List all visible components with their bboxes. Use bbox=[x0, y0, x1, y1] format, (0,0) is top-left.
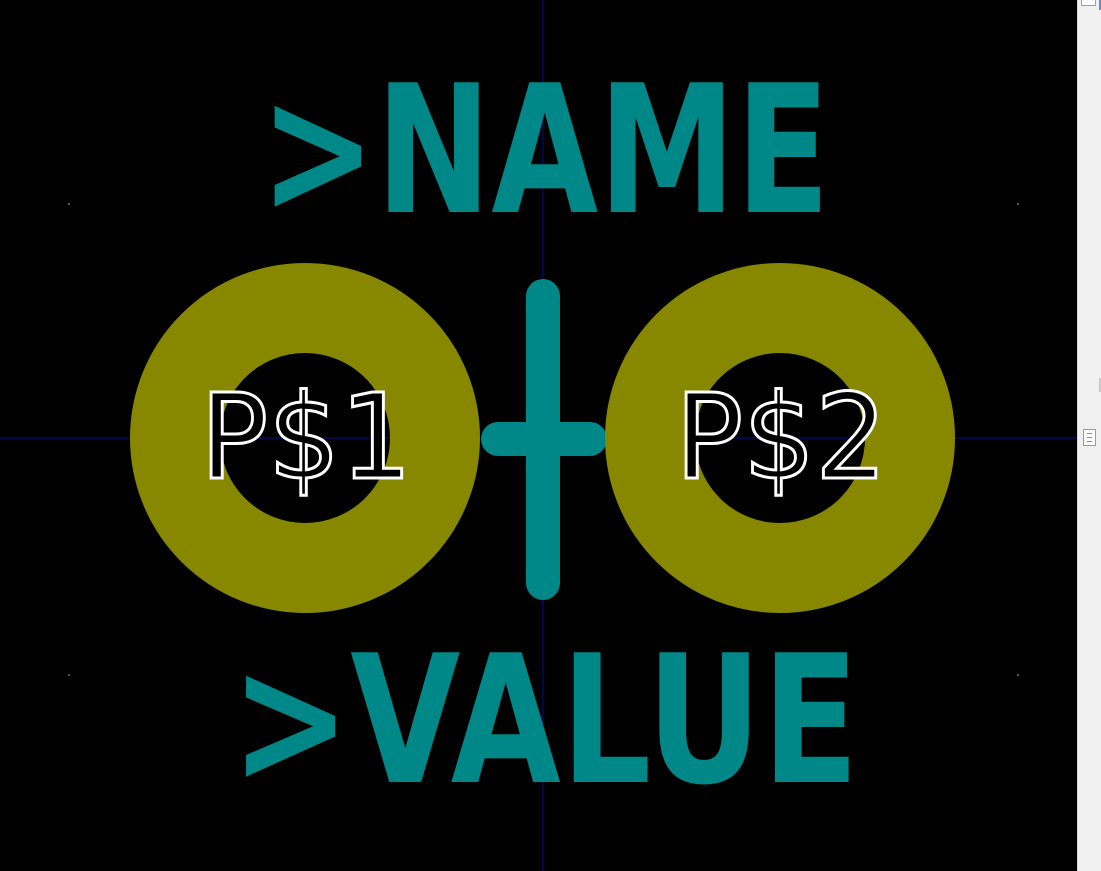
pad-2-label: P$2 bbox=[675, 368, 887, 506]
grid-dots bbox=[68, 203, 1019, 676]
pad-1-label: P$1 bbox=[200, 368, 412, 506]
pcb-canvas[interactable]: >NAME >VALUE P$1 P$2 bbox=[0, 0, 1077, 871]
pad-1[interactable]: P$1 bbox=[130, 263, 480, 613]
pad-2-copper bbox=[605, 263, 955, 613]
window-edge-highlight bbox=[1099, 0, 1101, 10]
scroll-up-button[interactable] bbox=[1081, 0, 1096, 6]
board-drawing[interactable]: >NAME >VALUE P$1 P$2 bbox=[0, 0, 1077, 871]
scroll-track-marker bbox=[1099, 378, 1101, 392]
pad-1-copper bbox=[130, 263, 480, 613]
vertical-scrollbar[interactable] bbox=[1077, 0, 1101, 871]
scroll-thumb-grip-icon[interactable] bbox=[1083, 429, 1096, 446]
name-placeholder-text[interactable]: >NAME bbox=[260, 47, 830, 254]
origin-cross-icon[interactable] bbox=[481, 279, 607, 600]
value-placeholder-text[interactable]: >VALUE bbox=[231, 617, 859, 824]
pad-2[interactable]: P$2 bbox=[605, 263, 955, 613]
